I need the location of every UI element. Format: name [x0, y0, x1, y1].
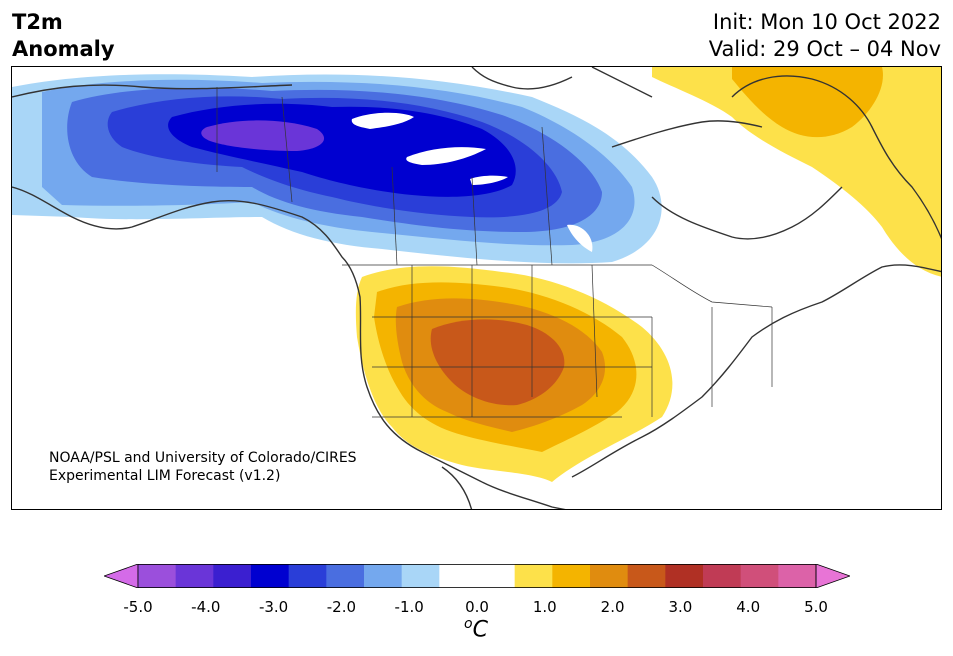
colorbar-extend-high: [815, 564, 850, 588]
unit-letter: C: [472, 617, 488, 643]
init-date: Init: Mon 10 Oct 2022: [712, 10, 941, 34]
colorbar-bin: [778, 564, 817, 588]
political-borders: [216, 87, 773, 418]
warm-anomaly-greenland: [652, 67, 941, 277]
map-title: T2m Anomaly: [12, 9, 115, 63]
colorbar-tick-label: 4.0: [736, 598, 761, 616]
colorbar-tick-label: 0.0: [465, 598, 489, 616]
colorbar-unit: oC: [464, 616, 488, 642]
colorbar-tick-label: -3.0: [258, 598, 289, 616]
colorbar-bin: [326, 564, 365, 588]
colorbar-bin: [401, 564, 440, 588]
credit-text: NOAA/PSL and University of Colorado/CIRE…: [49, 449, 357, 485]
colorbar-tick-label: -5.0: [123, 598, 153, 616]
cold-anomaly-region: [12, 74, 662, 264]
colorbar-bin: [665, 564, 704, 588]
colorbar-bin: [552, 564, 591, 588]
colorbar-bin: [703, 564, 742, 588]
forecast-dates: Init: Mon 10 Oct 2022 Valid: 29 Oct – 04…: [709, 9, 941, 63]
colorbar-bin: [514, 564, 553, 588]
colorbar-bin: [175, 564, 214, 588]
colorbar-bin: [138, 564, 177, 588]
greenland-light: [732, 67, 883, 138]
colorbar-bin: [251, 564, 290, 588]
colorbar-tick-label: -2.0: [326, 598, 357, 616]
colorbar-tick-label: -1.0: [394, 598, 424, 616]
colorbar-tick-label: -4.0: [191, 598, 221, 616]
map-svg: [12, 67, 941, 509]
lake-3: [470, 175, 508, 185]
degree-symbol: o: [464, 616, 473, 632]
colorbar-bin: [477, 564, 516, 588]
credit-line-2: Experimental LIM Forecast (v1.2): [49, 468, 281, 484]
warm-contour-strong: [430, 319, 565, 406]
colorbar: [104, 564, 850, 588]
colorbar-tick-label: 5.0: [804, 598, 828, 616]
colorbar-bin: [439, 564, 478, 588]
colorbar-extend-low: [104, 564, 139, 588]
warm-anomaly-us: [355, 266, 673, 482]
colorbar-bin: [213, 564, 252, 588]
colorbar-frame: [137, 564, 817, 588]
lake-1: [351, 112, 414, 129]
cold-contour-core: [201, 120, 325, 151]
colorbar-bin: [627, 564, 666, 588]
colorbar-tick-label: 3.0: [668, 598, 693, 616]
lake-4: [567, 224, 593, 252]
colorbar-bin: [288, 564, 327, 588]
colorbar-bin: [364, 564, 403, 588]
colorbar-tick-labels: -5.0 -4.0 -3.0 -2.0 -1.0 0.0 1.0 2.0 3.0 4.0 5.0: [0, 598, 953, 618]
coastlines: [12, 67, 941, 509]
valid-date: Valid: 29 Oct – 04 Nov: [708, 37, 941, 61]
colorbar-tick-label: 2.0: [600, 598, 625, 616]
title-line-variable: T2m: [12, 10, 63, 34]
colorbar-bin: [740, 564, 779, 588]
title-line-type: Anomaly: [12, 37, 115, 61]
greenland-faint: [652, 67, 941, 277]
anomaly-map: [11, 66, 942, 510]
lake-2: [406, 147, 486, 165]
credit-line-1: NOAA/PSL and University of Colorado/CIRE…: [49, 450, 357, 466]
colorbar-tick-label: 1.0: [532, 598, 557, 616]
colorbar-bin: [590, 564, 629, 588]
